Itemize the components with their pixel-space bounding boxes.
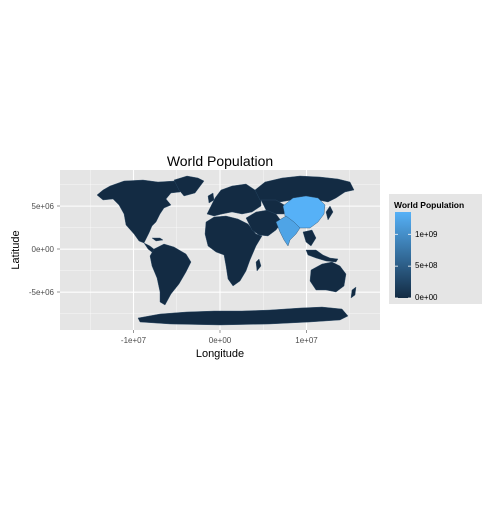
legend-title: World Population bbox=[394, 200, 464, 210]
central-asia-region bbox=[260, 199, 287, 215]
new-zealand-region bbox=[350, 286, 357, 299]
legend-ticks bbox=[395, 233, 411, 299]
chart-title: World Population bbox=[167, 153, 273, 169]
japan-region bbox=[325, 205, 334, 221]
high-population-regions bbox=[275, 195, 326, 247]
legend-colorbar bbox=[395, 212, 411, 298]
x-axis: -1e+07 0e+00 1e+07 bbox=[121, 330, 318, 345]
y-tick-label: -5e+06 bbox=[29, 288, 55, 297]
legend: World Population 1e+09 5e+08 0e+00 bbox=[389, 194, 482, 304]
y-axis: 5e+06 0e+00 -5e+06 bbox=[29, 202, 60, 297]
x-axis-title: Longitude bbox=[196, 348, 244, 360]
madagascar-region bbox=[255, 258, 262, 272]
legend-tick-label: 5e+08 bbox=[415, 261, 438, 270]
greenland-region bbox=[173, 175, 205, 197]
indonesia-region bbox=[305, 249, 339, 263]
caribbean-region bbox=[151, 237, 164, 242]
y-tick-label: 0e+00 bbox=[32, 245, 55, 254]
y-tick-label: 5e+06 bbox=[32, 202, 55, 211]
x-tick-label: -1e+07 bbox=[121, 336, 147, 345]
uk-region bbox=[207, 192, 215, 204]
antarctica-region bbox=[137, 306, 349, 326]
australia-region bbox=[309, 261, 347, 293]
legend-tick-label: 0e+00 bbox=[415, 293, 438, 302]
country-polygons bbox=[96, 175, 357, 326]
x-tick-label: 1e+07 bbox=[295, 336, 318, 345]
africa-region bbox=[204, 215, 263, 287]
southeast-asia-region bbox=[302, 229, 317, 247]
y-axis-title: Latitude bbox=[10, 230, 22, 269]
south-america-region bbox=[149, 243, 192, 306]
x-tick-label: 0e+00 bbox=[209, 336, 232, 345]
india-region[interactable] bbox=[275, 215, 301, 247]
legend-tick-label: 1e+09 bbox=[415, 230, 438, 239]
